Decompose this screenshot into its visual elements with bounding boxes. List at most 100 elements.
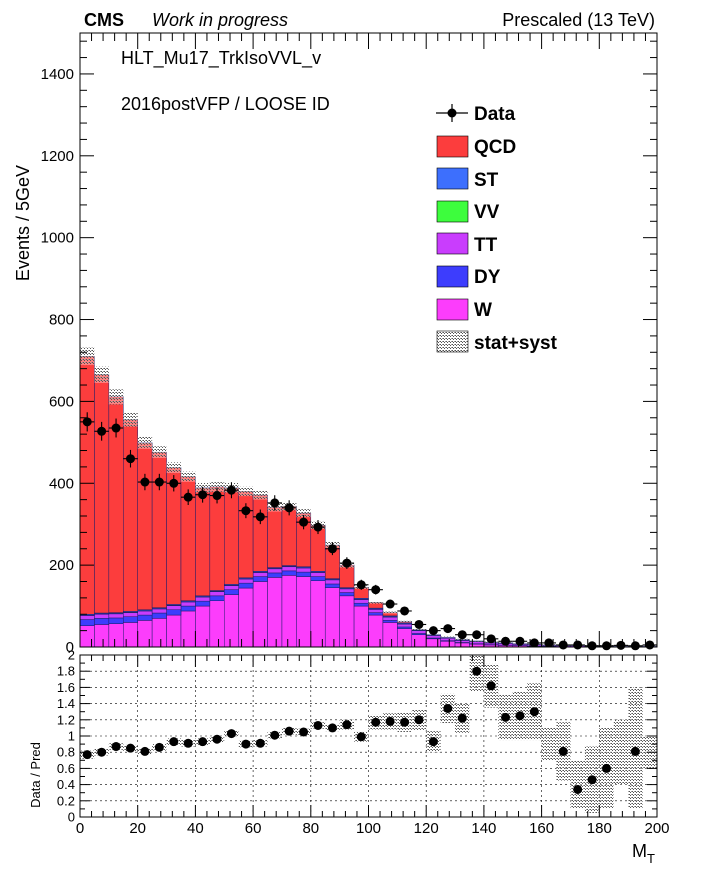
ratio-point — [270, 730, 280, 740]
ratio-points — [82, 666, 640, 794]
bar-tt — [296, 567, 312, 573]
ratio-y-tick-label: 1.6 — [57, 680, 75, 695]
bar-tt — [224, 585, 239, 590]
ratio-uncertainty-band — [80, 655, 657, 813]
bar-dy — [238, 582, 254, 589]
bar-tt — [252, 572, 268, 577]
bar-tt — [209, 591, 225, 597]
data-point — [226, 485, 236, 495]
x-tick-label: 200 — [644, 820, 669, 837]
bar-w — [195, 605, 211, 648]
bar-w — [180, 610, 196, 648]
uncertainty-bin — [123, 413, 138, 427]
ratio-point — [356, 732, 366, 742]
data-point — [140, 477, 150, 487]
bar-tt — [180, 601, 196, 607]
ratio-point — [602, 763, 612, 773]
data-point — [616, 640, 626, 650]
ratio-y-axis-title: Data / Pred — [28, 742, 43, 808]
ratio-y-tick-label: 0.8 — [57, 745, 75, 760]
ratio-y-tick-label: 0 — [68, 810, 75, 825]
x-tick-label: 160 — [529, 820, 554, 837]
bar-dy — [151, 612, 167, 619]
ratio-uncertainty-bin — [570, 760, 585, 809]
bar-dy — [339, 592, 355, 597]
bar-dy — [353, 602, 369, 607]
trigger-label: HLT_Mu17_TrkIsoVVL_v — [121, 48, 321, 69]
ratio-point — [486, 681, 496, 691]
x-tick-label: 80 — [302, 820, 319, 837]
data-point — [371, 585, 381, 595]
ratio-point — [241, 739, 251, 749]
data-point — [486, 634, 496, 644]
bar-dy — [324, 583, 340, 588]
ratio-point — [97, 747, 107, 757]
uncertainty-bin — [440, 636, 456, 638]
ratio-point — [327, 723, 337, 733]
bar-tt — [79, 615, 95, 620]
data-point — [198, 490, 208, 500]
y-tick-label: 600 — [49, 393, 74, 410]
ratio-point — [299, 727, 309, 737]
bar-qcd — [123, 419, 138, 612]
legend-label-tt: TT — [474, 235, 498, 256]
ratio-point — [198, 737, 208, 747]
bar-w — [224, 594, 239, 648]
legend: Data QCD ST VV TT DY W stat+syst — [436, 104, 558, 354]
bar-tt — [397, 623, 413, 628]
legend-label-st: ST — [474, 170, 499, 191]
uncertainty-bin — [80, 347, 95, 366]
bar-w — [382, 622, 398, 648]
bar-tt — [238, 578, 254, 584]
legend-entry-tt: TT — [436, 232, 498, 256]
legend-swatch-dy — [436, 265, 469, 288]
legend-entry-w: W — [436, 298, 492, 321]
bar-w — [397, 628, 413, 648]
y-tick-label: 400 — [49, 475, 74, 492]
ratio-uncertainty-bin — [541, 727, 557, 761]
ratio-point — [255, 738, 265, 748]
bar-dy — [296, 571, 312, 577]
data-point — [529, 638, 539, 648]
data-point — [342, 558, 352, 568]
y-tick-label: 1400 — [41, 66, 74, 83]
legend-swatch-stat-syst — [436, 330, 469, 353]
bar-tt — [137, 610, 153, 616]
bar-dy — [252, 576, 268, 582]
ratio-y-tick-label: 0.6 — [57, 761, 75, 776]
bar-w — [209, 600, 225, 648]
legend-label-data: Data — [474, 104, 516, 125]
bar-w — [238, 587, 254, 648]
x-tick-label: 40 — [187, 820, 204, 837]
bar-dy — [180, 605, 196, 612]
data-point — [645, 640, 655, 650]
legend-entry-stat-syst: stat+syst — [436, 330, 558, 354]
ratio-y-tick-label: 1.4 — [57, 696, 75, 711]
bar-w — [440, 641, 456, 648]
bar-tt — [94, 614, 110, 619]
bar-tt — [454, 640, 470, 643]
bar-dy — [281, 570, 297, 576]
data-point — [602, 641, 612, 651]
data-point — [125, 454, 135, 464]
bar-tt — [440, 637, 456, 641]
legend-entry-dy: DY — [436, 265, 501, 288]
uncertainty-bin — [411, 628, 427, 631]
ratio-point — [371, 717, 381, 727]
bar-w — [425, 638, 441, 648]
data-point — [97, 426, 107, 436]
data-point — [414, 619, 424, 629]
legend-entry-vv: VV — [436, 200, 500, 223]
ratio-point — [558, 746, 568, 756]
x-axis-title-subscript: T — [647, 851, 655, 866]
cms-sublabel: Work in progress — [152, 10, 288, 30]
bar-w — [296, 576, 312, 648]
bar-w — [339, 595, 355, 648]
ratio-point — [529, 707, 539, 717]
bar-tt — [108, 613, 124, 619]
data-point — [472, 630, 482, 640]
bar-tt — [310, 572, 326, 577]
legend-label-qcd: QCD — [474, 137, 516, 158]
bar-dy — [310, 576, 326, 581]
